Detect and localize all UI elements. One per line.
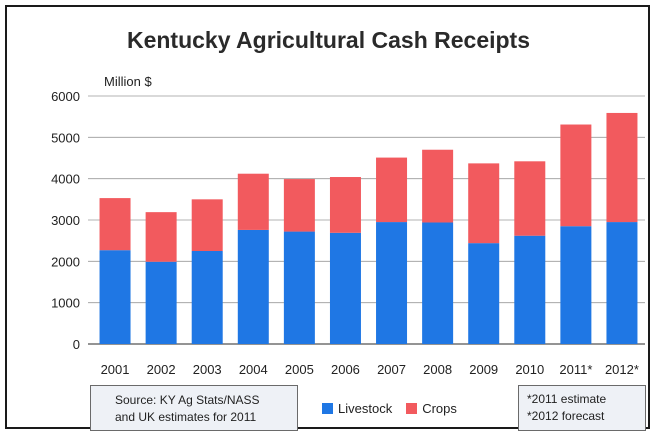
y-tick-label: 3000 <box>51 213 80 228</box>
bar-livestock-2007 <box>376 222 408 344</box>
y-tick-label: 1000 <box>51 296 80 311</box>
legend-item-crops: Crops <box>406 401 457 416</box>
y-tick-label: 2000 <box>51 254 80 269</box>
bar-livestock-2011 <box>560 226 592 344</box>
source-note-line-1: Source: KY Ag Stats/NASS <box>115 393 260 407</box>
bar-crops-2006 <box>329 177 361 233</box>
legend-item-livestock: Livestock <box>322 401 392 416</box>
x-tick-label: 2011* <box>559 362 592 377</box>
x-tick-label: 2003 <box>193 362 222 377</box>
y-tick-label: 6000 <box>51 89 80 104</box>
bar-livestock-2012 <box>606 222 638 344</box>
bar-crops-2005 <box>283 179 315 232</box>
chart-legend: Livestock Crops <box>322 398 471 418</box>
bar-crops-2011 <box>560 124 592 227</box>
footnote-line-1: *2011 estimate <box>527 392 607 406</box>
legend-label-crops: Crops <box>422 400 457 416</box>
chart-title: Kentucky Agricultural Cash Receipts <box>126 27 531 53</box>
x-tick-label: 2002 <box>147 362 176 377</box>
footnote-line-2: *2012 forecast <box>527 409 605 423</box>
x-tick-label: 2005 <box>285 362 314 377</box>
legend-swatch-livestock <box>322 402 333 414</box>
bar-livestock-2001 <box>99 250 131 344</box>
x-tick-label: 2012* <box>605 362 639 377</box>
x-tick-label: 2010 <box>515 362 544 377</box>
y-tick-label: 5000 <box>51 130 80 145</box>
bar-livestock-2010 <box>514 235 546 344</box>
x-tick-label: 2008 <box>423 362 452 377</box>
x-tick-label: 2004 <box>239 362 268 377</box>
bar-crops-2007 <box>376 157 408 223</box>
bar-crops-2009 <box>468 163 500 244</box>
bar-livestock-2004 <box>237 229 269 344</box>
legend-label-livestock: Livestock <box>338 400 393 416</box>
source-note-box: Source: KY Ag Stats/NASS and UK estimate… <box>90 385 298 431</box>
y-tick-label: 4000 <box>51 172 80 187</box>
bar-crops-2004 <box>237 173 269 230</box>
bar-livestock-2006 <box>329 232 361 344</box>
bar-livestock-2008 <box>422 222 454 344</box>
bar-crops-2012 <box>606 112 638 223</box>
x-tick-label: 2009 <box>469 362 498 377</box>
bar-livestock-2005 <box>283 231 315 344</box>
bar-crops-2002 <box>145 212 177 262</box>
bar-crops-2008 <box>422 149 454 223</box>
bar-livestock-2003 <box>191 251 223 344</box>
y-axis-label: Million $ <box>104 74 152 89</box>
x-tick-label: 2007 <box>377 362 406 377</box>
bar-crops-2001 <box>99 198 131 251</box>
x-tick-label: 2001 <box>101 362 130 377</box>
footnote-box: *2011 estimate *2012 forecast <box>518 385 646 431</box>
x-tick-label: 2006 <box>331 362 360 377</box>
bar-crops-2003 <box>191 199 223 251</box>
bar-crops-2010 <box>514 161 546 236</box>
bar-livestock-2002 <box>145 261 177 344</box>
source-note-line-2: and UK estimates for 2011 <box>115 410 257 424</box>
bar-livestock-2009 <box>468 243 500 344</box>
legend-swatch-crops <box>406 402 418 414</box>
y-tick-label: 0 <box>73 337 80 352</box>
